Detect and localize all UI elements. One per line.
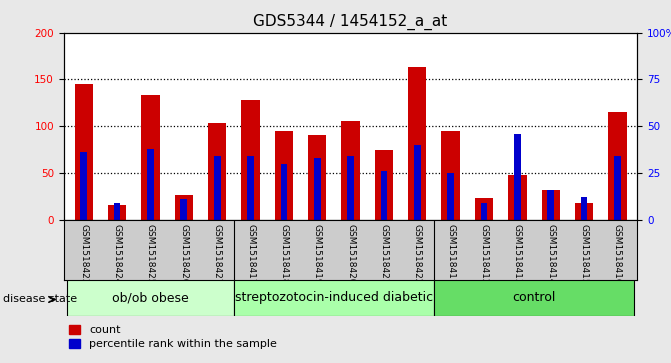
- Bar: [314, 158, 321, 220]
- Bar: [348, 156, 354, 220]
- Bar: [508, 175, 527, 220]
- Text: GSM1518417: GSM1518417: [246, 224, 255, 285]
- Text: control: control: [513, 291, 556, 304]
- Bar: [74, 84, 93, 220]
- Bar: [142, 95, 160, 220]
- Bar: [147, 148, 154, 220]
- Text: streptozotocin-induced diabetic: streptozotocin-induced diabetic: [235, 291, 433, 304]
- Bar: [414, 145, 421, 220]
- Bar: [174, 195, 193, 220]
- Text: GSM1518413: GSM1518413: [513, 224, 522, 285]
- Bar: [548, 190, 554, 220]
- Text: GSM1518414: GSM1518414: [546, 224, 555, 285]
- Bar: [475, 198, 493, 220]
- Bar: [408, 67, 427, 220]
- Text: GSM1518418: GSM1518418: [279, 224, 289, 285]
- Text: GSM1518425: GSM1518425: [146, 224, 155, 285]
- Text: disease state: disease state: [3, 294, 77, 305]
- Bar: [442, 131, 460, 220]
- Text: GSM1518411: GSM1518411: [446, 224, 455, 285]
- Bar: [274, 131, 293, 220]
- Text: GSM1518424: GSM1518424: [113, 224, 121, 285]
- Bar: [247, 156, 254, 220]
- Bar: [67, 280, 234, 316]
- Text: GSM1518419: GSM1518419: [313, 224, 321, 285]
- Bar: [541, 190, 560, 220]
- Text: GSM1518423: GSM1518423: [79, 224, 89, 285]
- Bar: [108, 205, 126, 220]
- Bar: [308, 135, 326, 220]
- Bar: [180, 199, 187, 220]
- Bar: [81, 152, 87, 220]
- Bar: [609, 112, 627, 220]
- Text: GSM1518421: GSM1518421: [380, 224, 389, 285]
- Text: GSM1518420: GSM1518420: [346, 224, 355, 285]
- Text: GSM1518426: GSM1518426: [179, 224, 189, 285]
- Bar: [375, 150, 393, 220]
- Bar: [580, 197, 587, 220]
- Bar: [280, 163, 287, 220]
- Bar: [208, 123, 226, 220]
- Bar: [448, 173, 454, 220]
- Text: GSM1518415: GSM1518415: [580, 224, 588, 285]
- Bar: [242, 100, 260, 220]
- Text: GSM1518422: GSM1518422: [413, 224, 422, 285]
- Bar: [614, 156, 621, 220]
- Bar: [214, 156, 221, 220]
- Bar: [434, 280, 634, 316]
- Bar: [380, 171, 387, 220]
- Bar: [575, 203, 593, 220]
- Legend: count, percentile rank within the sample: count, percentile rank within the sample: [69, 325, 277, 349]
- Bar: [234, 280, 434, 316]
- Text: GSM1518416: GSM1518416: [613, 224, 622, 285]
- Text: GSM1518412: GSM1518412: [480, 224, 488, 285]
- Bar: [480, 203, 487, 220]
- Bar: [114, 203, 121, 220]
- Bar: [342, 122, 360, 220]
- Title: GDS5344 / 1454152_a_at: GDS5344 / 1454152_a_at: [254, 14, 448, 30]
- Bar: [514, 134, 521, 220]
- Text: GSM1518427: GSM1518427: [213, 224, 221, 285]
- Text: ob/ob obese: ob/ob obese: [112, 291, 189, 304]
